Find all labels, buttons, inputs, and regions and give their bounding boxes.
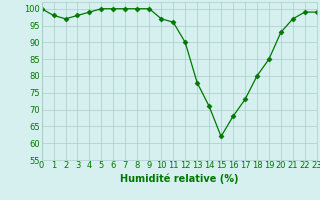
X-axis label: Humidité relative (%): Humidité relative (%) (120, 173, 238, 184)
